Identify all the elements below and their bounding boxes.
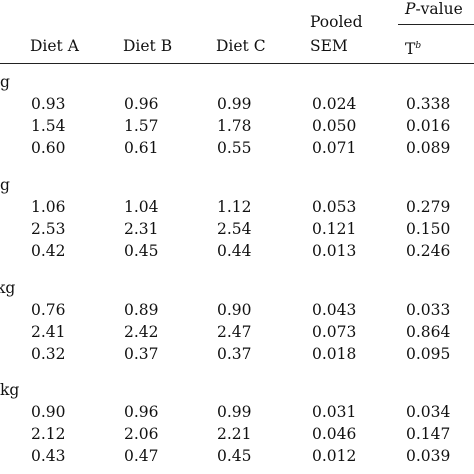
table-cell: 0.32 [31, 345, 66, 363]
table-cell: 0.095 [406, 345, 451, 363]
table-cell: 0.024 [312, 95, 357, 113]
table-cell: 0.96 [124, 403, 159, 421]
table-cell: 0.121 [312, 220, 357, 238]
pooled-header: Pooled [310, 13, 363, 31]
table-cell: 0.150 [406, 220, 451, 238]
table-cell: 2.41 [31, 323, 66, 341]
table-cell: 0.033 [406, 301, 451, 319]
table-cell: 0.90 [31, 403, 66, 421]
table-cell: 1.04 [124, 198, 159, 216]
table-cell: 2.21 [217, 425, 252, 443]
table-cell: 0.99 [217, 95, 252, 113]
table-cell: 0.43 [31, 447, 66, 465]
section-label: g [0, 73, 10, 91]
table-cell: 0.013 [312, 242, 357, 260]
table-cell: 0.96 [124, 95, 159, 113]
table-cell: 0.039 [406, 447, 451, 465]
header-bottom-rule [0, 63, 474, 64]
table-cell: 1.57 [124, 117, 159, 135]
table-cell: 1.78 [217, 117, 252, 135]
table-cell: 2.31 [124, 220, 159, 238]
table-cell: 2.12 [31, 425, 66, 443]
section-label: kg [0, 279, 16, 297]
table-cell: 0.053 [312, 198, 357, 216]
table-cell: 0.99 [217, 403, 252, 421]
table-cell: 0.338 [406, 95, 451, 113]
table-cell: 0.44 [217, 242, 252, 260]
table-cell: 0.147 [406, 425, 451, 443]
table-cell: 0.018 [312, 345, 357, 363]
table-cell: 0.034 [406, 403, 451, 421]
t-label: T [405, 40, 416, 58]
table-cell: 0.071 [312, 139, 357, 157]
table-cell: 0.45 [124, 242, 159, 260]
table-cell: 2.06 [124, 425, 159, 443]
table-cell: 0.016 [406, 117, 451, 135]
table-cell: 0.089 [406, 139, 451, 157]
table-cell: 0.046 [312, 425, 357, 443]
table-cell: 0.279 [406, 198, 451, 216]
sem-header: SEM [310, 37, 348, 55]
table-cell: 0.864 [406, 323, 451, 341]
table-cell: 0.61 [124, 139, 159, 157]
t-superscript: b [415, 41, 422, 51]
pvalue-rule [398, 24, 474, 25]
table-cell: 0.47 [124, 447, 159, 465]
table-cell: 2.47 [217, 323, 252, 341]
table-cell: 1.06 [31, 198, 66, 216]
diet-c-header: Diet C [216, 37, 266, 55]
table-cell: 2.53 [31, 220, 66, 238]
table-cell: 0.90 [217, 301, 252, 319]
pvalue-header: P-value [405, 0, 463, 18]
table-cell: 0.60 [31, 139, 66, 157]
table-cell: 0.55 [217, 139, 252, 157]
table-cell: 0.42 [31, 242, 66, 260]
table-cell: 2.42 [124, 323, 159, 341]
table-cell: 0.89 [124, 301, 159, 319]
pvalue-italic-p: P [405, 0, 416, 18]
table-cell: 0.93 [31, 95, 66, 113]
section-label: g [0, 176, 10, 194]
table-cell: 1.54 [31, 117, 66, 135]
table-cell: 0.012 [312, 447, 357, 465]
table-cell: 0.031 [312, 403, 357, 421]
table-cell: 0.043 [312, 301, 357, 319]
table-cell: 0.073 [312, 323, 357, 341]
table-cell: 0.45 [217, 447, 252, 465]
table-cell: 0.76 [31, 301, 66, 319]
table-cell: 2.54 [217, 220, 252, 238]
table-cell: 0.37 [217, 345, 252, 363]
table-cell: 0.246 [406, 242, 451, 260]
t-header: Tb [405, 37, 421, 58]
section-label: kg [0, 381, 20, 399]
pvalue-suffix: -value [415, 0, 463, 18]
table-cell: 0.37 [124, 345, 159, 363]
diet-b-header: Diet B [123, 37, 173, 55]
diet-a-header: Diet A [30, 37, 79, 55]
table-cell: 1.12 [217, 198, 252, 216]
table-cell: 0.050 [312, 117, 357, 135]
